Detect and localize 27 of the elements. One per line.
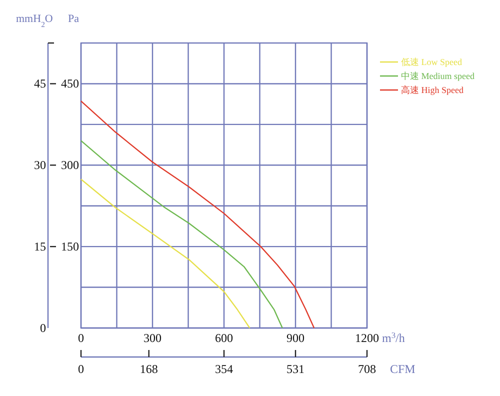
x2-tick-label: 531 bbox=[286, 362, 304, 376]
x-tick-label: 300 bbox=[144, 331, 162, 345]
x-tick-label: 1200 bbox=[355, 331, 379, 345]
x-tick-label: 0 bbox=[78, 331, 84, 345]
line-series bbox=[80, 178, 250, 329]
y2-tick-label: 30 bbox=[34, 158, 46, 172]
x-tick-label: 600 bbox=[215, 331, 233, 345]
x2-tick-label: 168 bbox=[140, 362, 158, 376]
y2-tick-label: 15 bbox=[34, 240, 46, 254]
y2-tick-label: 45 bbox=[34, 76, 46, 91]
x-tick-label: 900 bbox=[286, 331, 304, 345]
x2-tick-label: 0 bbox=[78, 362, 84, 376]
legend-label: 高速 High Speed bbox=[401, 85, 464, 95]
y-axis-title: Pa bbox=[68, 13, 80, 25]
line-series bbox=[80, 140, 283, 329]
y-tick-label: 450 bbox=[61, 76, 79, 91]
x2-tick-label: 354 bbox=[215, 362, 233, 376]
x-axis-title: m$^{3}$/h bbox=[382, 330, 405, 345]
y2-axis-title: mmH$_{2}$O bbox=[16, 13, 53, 28]
y-tick-label: 300 bbox=[61, 158, 79, 172]
x2-axis-title: CFM bbox=[390, 362, 416, 376]
line-series bbox=[80, 100, 315, 329]
y2-tick-label: 0 bbox=[40, 321, 46, 335]
legend-label: 低速 Low Speed bbox=[401, 57, 462, 67]
x2-tick-label: 708 bbox=[358, 362, 376, 376]
legend-label: 中速 Medium speed bbox=[401, 71, 475, 81]
y-tick-label: 150 bbox=[61, 240, 79, 254]
